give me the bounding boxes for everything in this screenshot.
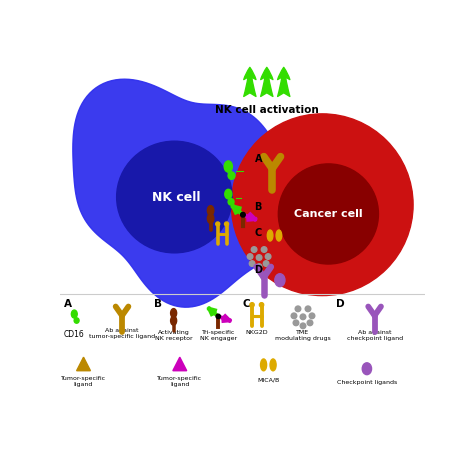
Circle shape — [249, 261, 255, 266]
Text: Tumor-specific
ligand: Tumor-specific ligand — [61, 376, 106, 387]
Ellipse shape — [250, 303, 254, 307]
Text: Checkpoint ligands: Checkpoint ligands — [337, 380, 397, 385]
Polygon shape — [73, 79, 301, 307]
Ellipse shape — [228, 199, 234, 205]
Ellipse shape — [276, 230, 282, 241]
Text: Tumor-specific
ligand: Tumor-specific ligand — [157, 376, 202, 387]
Circle shape — [291, 313, 297, 319]
Text: B: B — [155, 300, 163, 310]
Text: NK cell activation: NK cell activation — [215, 105, 319, 115]
Ellipse shape — [72, 310, 77, 318]
Text: MICA/B: MICA/B — [257, 377, 280, 382]
Ellipse shape — [171, 316, 177, 325]
Ellipse shape — [261, 359, 266, 371]
Ellipse shape — [216, 222, 220, 226]
Text: C: C — [243, 300, 251, 310]
Circle shape — [251, 247, 257, 252]
Text: NK cell: NK cell — [152, 191, 200, 203]
Circle shape — [216, 314, 220, 319]
Circle shape — [241, 212, 245, 217]
Text: A: A — [255, 154, 262, 164]
Circle shape — [265, 254, 271, 259]
Circle shape — [305, 306, 311, 311]
Polygon shape — [173, 357, 187, 371]
Text: A: A — [64, 300, 72, 310]
Circle shape — [307, 320, 313, 326]
Circle shape — [247, 254, 253, 259]
Text: D: D — [336, 300, 345, 310]
Ellipse shape — [270, 359, 276, 371]
Circle shape — [263, 261, 269, 266]
Ellipse shape — [275, 273, 285, 287]
Text: Ab against
tumor-specific ligand: Ab against tumor-specific ligand — [89, 328, 155, 339]
Ellipse shape — [117, 141, 232, 253]
Text: NKG2D: NKG2D — [246, 330, 268, 335]
Text: B: B — [255, 201, 262, 211]
Ellipse shape — [207, 214, 214, 223]
Ellipse shape — [228, 172, 235, 179]
Text: CD16: CD16 — [64, 330, 85, 339]
Ellipse shape — [74, 318, 79, 323]
Polygon shape — [77, 357, 91, 371]
Text: Activating
NK receptor: Activating NK receptor — [155, 330, 192, 341]
Ellipse shape — [225, 222, 228, 226]
Ellipse shape — [267, 230, 273, 241]
Text: C: C — [255, 228, 262, 238]
Circle shape — [256, 264, 262, 269]
Circle shape — [300, 314, 306, 319]
Circle shape — [231, 114, 413, 296]
Circle shape — [309, 313, 315, 319]
Ellipse shape — [224, 161, 232, 172]
Ellipse shape — [207, 206, 214, 215]
Circle shape — [256, 255, 262, 260]
Ellipse shape — [171, 309, 177, 318]
Text: D: D — [255, 265, 263, 275]
Text: Ab against
checkpoint ligand: Ab against checkpoint ligand — [346, 330, 402, 341]
Text: TME
modulating drugs: TME modulating drugs — [275, 330, 331, 341]
Text: Tri-specific
NK engager: Tri-specific NK engager — [200, 330, 237, 341]
Text: Cancer cell: Cancer cell — [294, 209, 363, 219]
Circle shape — [300, 323, 306, 328]
Ellipse shape — [225, 189, 232, 199]
Circle shape — [293, 320, 299, 326]
Circle shape — [261, 247, 267, 252]
Circle shape — [278, 164, 378, 264]
Circle shape — [295, 306, 301, 311]
Ellipse shape — [259, 303, 264, 307]
Ellipse shape — [362, 363, 372, 374]
